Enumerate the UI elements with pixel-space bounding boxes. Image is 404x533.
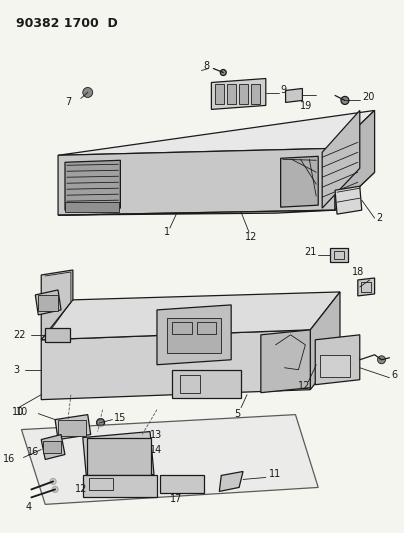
Polygon shape xyxy=(55,415,91,440)
Circle shape xyxy=(50,479,56,484)
Bar xyxy=(89,479,114,490)
Circle shape xyxy=(83,87,93,98)
Text: 3: 3 xyxy=(14,365,20,375)
Text: 10: 10 xyxy=(16,407,28,417)
Text: 9: 9 xyxy=(281,85,287,95)
Text: 12: 12 xyxy=(75,484,87,495)
Bar xyxy=(197,322,216,334)
Bar xyxy=(180,375,200,393)
Bar xyxy=(334,251,344,259)
Polygon shape xyxy=(58,172,375,215)
Circle shape xyxy=(183,154,236,208)
Bar xyxy=(65,202,120,212)
Bar xyxy=(87,438,151,475)
Text: 16: 16 xyxy=(27,447,40,457)
Text: 2: 2 xyxy=(377,213,383,223)
Text: 14: 14 xyxy=(150,445,162,455)
Text: 7: 7 xyxy=(65,98,71,108)
Polygon shape xyxy=(157,305,231,365)
Bar xyxy=(172,322,191,334)
Text: 13: 13 xyxy=(150,430,162,440)
Text: 1: 1 xyxy=(164,227,170,237)
Polygon shape xyxy=(35,290,61,315)
Text: 12: 12 xyxy=(299,381,311,391)
Text: 8: 8 xyxy=(204,61,210,70)
Circle shape xyxy=(137,156,191,210)
Bar xyxy=(361,282,370,292)
Polygon shape xyxy=(322,110,360,208)
Circle shape xyxy=(341,96,349,104)
Polygon shape xyxy=(58,148,335,215)
Polygon shape xyxy=(286,88,303,102)
Polygon shape xyxy=(41,434,65,459)
Bar xyxy=(215,84,224,104)
Bar xyxy=(320,355,350,377)
Polygon shape xyxy=(281,156,318,207)
Text: 10: 10 xyxy=(12,407,24,417)
Polygon shape xyxy=(65,160,120,210)
Polygon shape xyxy=(261,330,310,393)
Polygon shape xyxy=(58,110,375,155)
Polygon shape xyxy=(358,278,375,296)
Polygon shape xyxy=(315,335,360,385)
Polygon shape xyxy=(58,210,335,215)
Polygon shape xyxy=(41,270,73,340)
Bar xyxy=(58,419,86,435)
Text: 16: 16 xyxy=(3,455,15,464)
Text: 18: 18 xyxy=(351,267,364,277)
Bar xyxy=(45,328,70,342)
Polygon shape xyxy=(335,186,362,214)
Text: 4: 4 xyxy=(25,503,32,512)
Polygon shape xyxy=(211,78,266,109)
Text: 6: 6 xyxy=(391,370,398,379)
Bar xyxy=(43,441,61,453)
Bar xyxy=(167,318,221,353)
Bar xyxy=(227,84,236,104)
Polygon shape xyxy=(83,432,154,480)
Text: 11: 11 xyxy=(269,470,281,480)
Text: 15: 15 xyxy=(114,413,127,423)
Bar xyxy=(251,84,260,104)
Circle shape xyxy=(378,356,385,364)
Circle shape xyxy=(97,418,105,426)
Bar xyxy=(83,475,157,497)
Text: 90382 1700  D: 90382 1700 D xyxy=(15,17,117,30)
Bar xyxy=(172,370,241,398)
Circle shape xyxy=(122,451,132,462)
Polygon shape xyxy=(41,292,340,340)
Polygon shape xyxy=(330,248,348,262)
Circle shape xyxy=(226,152,280,206)
Polygon shape xyxy=(335,110,375,210)
Text: 5: 5 xyxy=(234,409,240,418)
Polygon shape xyxy=(310,292,340,390)
Circle shape xyxy=(220,69,226,76)
Text: 20: 20 xyxy=(362,92,374,102)
Polygon shape xyxy=(21,415,318,504)
Polygon shape xyxy=(219,472,243,491)
Circle shape xyxy=(52,487,58,492)
Text: 17: 17 xyxy=(170,495,182,504)
Text: 19: 19 xyxy=(301,101,313,111)
Text: 12: 12 xyxy=(245,232,257,242)
Text: 21: 21 xyxy=(304,247,316,257)
Text: 22: 22 xyxy=(14,330,26,340)
Polygon shape xyxy=(41,330,310,400)
Bar xyxy=(160,475,204,494)
Bar xyxy=(239,84,248,104)
Bar xyxy=(38,295,58,311)
Circle shape xyxy=(118,447,137,466)
